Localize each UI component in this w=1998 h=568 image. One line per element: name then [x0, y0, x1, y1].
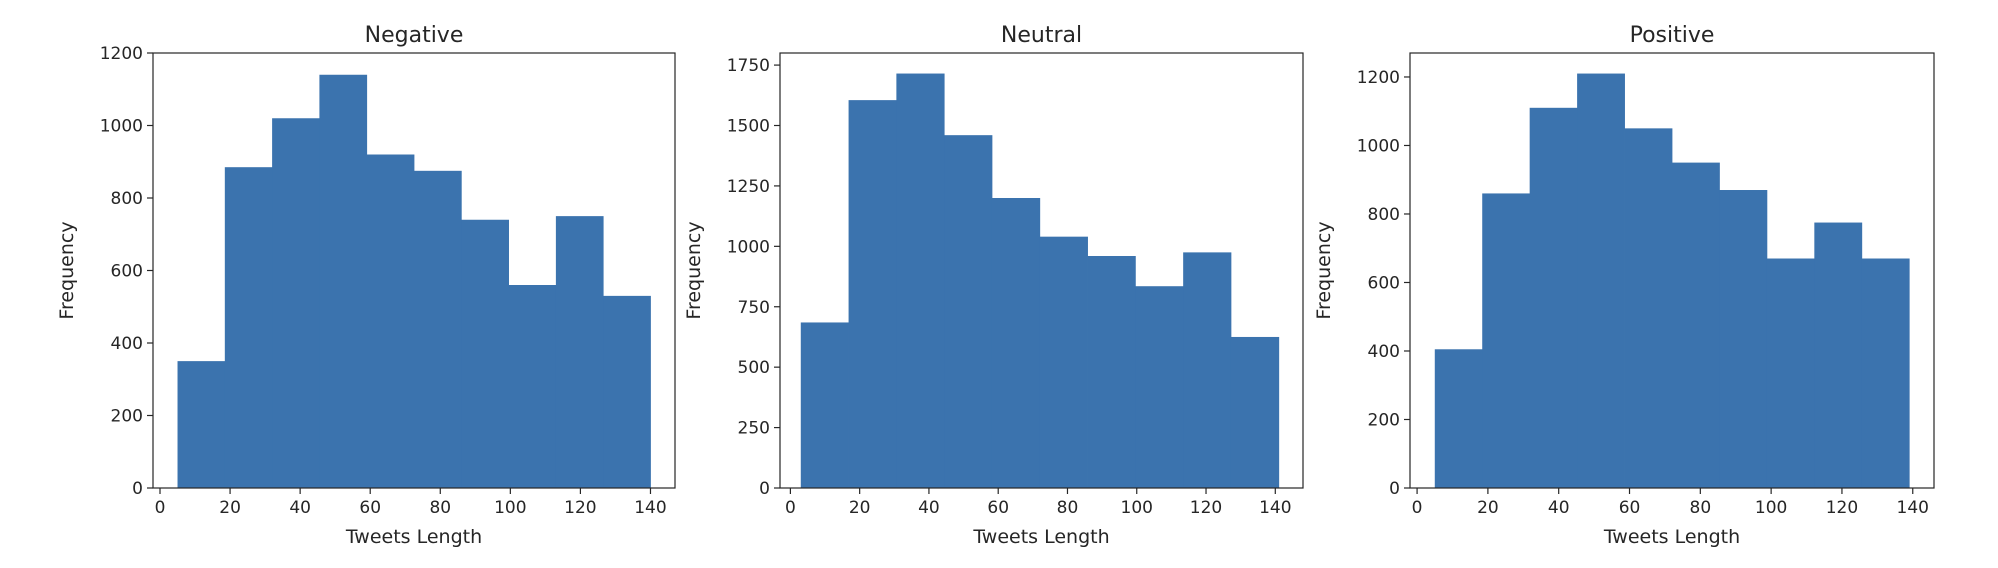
x-tick-label: 0 — [155, 498, 166, 518]
histogram-bar — [1183, 252, 1232, 488]
x-tick-label: 80 — [429, 498, 451, 518]
y-tick-label: 600 — [111, 262, 143, 282]
x-tick-label: 120 — [1826, 498, 1858, 518]
y-tick-label: 1250 — [727, 177, 770, 197]
x-tick-label: 60 — [359, 498, 381, 518]
y-tick-label: 1500 — [727, 117, 770, 137]
y-tick-label: 1000 — [1357, 136, 1400, 156]
histogram-bar — [1719, 190, 1768, 488]
histogram-bar — [1577, 73, 1625, 488]
y-tick-label: 400 — [1368, 342, 1400, 362]
histogram-bar — [800, 322, 849, 488]
histogram-bar — [177, 361, 226, 488]
x-tick-label: 80 — [1690, 498, 1712, 518]
y-tick-label: 1200 — [100, 44, 143, 64]
histogram-bar — [1624, 128, 1673, 489]
chart-title: Neutral — [1001, 23, 1082, 48]
histogram-bar — [1766, 258, 1815, 488]
y-tick-label: 600 — [1368, 273, 1400, 293]
chart-title: Positive — [1630, 23, 1715, 48]
histogram-bar — [848, 100, 897, 488]
histogram-bar — [603, 295, 651, 488]
x-tick-label: 120 — [564, 498, 596, 518]
y-tick-label: 0 — [132, 479, 143, 499]
chart-title: Negative — [365, 23, 464, 48]
x-tick-label: 120 — [1190, 498, 1222, 518]
y-tick-label: 400 — [111, 334, 143, 354]
y-tick-label: 500 — [738, 358, 770, 378]
histogram-bar — [1482, 193, 1531, 488]
histogram-bar — [1087, 256, 1136, 488]
y-tick-label: 0 — [1389, 479, 1400, 499]
histogram-bar — [896, 73, 945, 489]
chart-panel-positive: 0 20 40 60 80 100 120 140 0 200 400 600 800 1000 1200 P… — [1313, 23, 1935, 548]
x-tick-label: 80 — [1057, 498, 1079, 518]
histogram-bar — [319, 74, 368, 488]
histogram-bar — [1529, 107, 1578, 488]
x-tick-label: 0 — [1412, 498, 1423, 518]
y-tick-label: 1000 — [727, 237, 770, 257]
histogram-bar — [1672, 162, 1720, 488]
x-axis-label: Tweets Length — [1603, 526, 1740, 548]
x-tick-label: 100 — [494, 498, 526, 518]
histogram-bar — [461, 219, 509, 488]
histogram-bar — [224, 167, 273, 488]
x-tick-label: 100 — [1121, 498, 1153, 518]
histogram-bar — [555, 216, 604, 488]
histogram-bar — [1814, 222, 1863, 488]
y-axis-label: Frequency — [1313, 221, 1335, 319]
x-tick-label: 60 — [1619, 498, 1641, 518]
histogram-bar — [1039, 236, 1088, 488]
y-axis-label: Frequency — [683, 221, 705, 319]
chart-panel-negative: 0 20 40 60 80 100 120 140 0 200 400 600 800 1000 1200 N… — [56, 23, 676, 548]
x-tick-label: 60 — [987, 498, 1009, 518]
histogram-bar — [1230, 336, 1280, 488]
x-tick-label: 40 — [1548, 498, 1570, 518]
x-tick-label: 0 — [785, 498, 796, 518]
x-tick-label: 140 — [634, 498, 666, 518]
histogram-bar — [272, 118, 320, 488]
x-tick-label: 140 — [1259, 498, 1291, 518]
axes-frame — [1409, 52, 1935, 489]
y-tick-label: 250 — [738, 419, 770, 439]
y-tick-label: 1750 — [727, 56, 770, 76]
histogram-bar — [508, 285, 557, 488]
y-tick-label: 200 — [111, 407, 143, 427]
histogram-bar — [944, 135, 993, 488]
histogram-bar — [991, 198, 1041, 488]
x-tick-label: 140 — [1897, 498, 1929, 518]
x-axis-label: Tweets Length — [345, 526, 482, 548]
histogram-bar — [1861, 258, 1910, 488]
x-tick-label: 20 — [849, 498, 871, 518]
x-tick-label: 100 — [1755, 498, 1787, 518]
x-tick-label: 40 — [918, 498, 940, 518]
x-axis-label: Tweets Length — [972, 526, 1109, 548]
y-tick-label: 800 — [111, 189, 143, 209]
y-tick-label: 750 — [738, 298, 770, 318]
x-tick-label: 20 — [1477, 498, 1499, 518]
y-axis-label: Frequency — [56, 221, 78, 319]
y-tick-label: 1000 — [100, 117, 143, 137]
y-tick-label: 1200 — [1357, 68, 1400, 88]
axes-frame — [779, 52, 1304, 489]
y-tick-label: 0 — [759, 479, 770, 499]
histogram-bar — [366, 154, 415, 488]
x-tick-label: 40 — [289, 498, 311, 518]
y-tick-label: 800 — [1368, 205, 1400, 225]
y-tick-label: 200 — [1368, 410, 1400, 430]
histogram-bar — [414, 170, 462, 488]
histogram-bar — [1135, 286, 1184, 488]
histogram-bar — [1434, 349, 1483, 488]
chart-panel-neutral: 0 20 40 60 80 100 120 140 0 250 500 750 1000 1250 1500… — [683, 23, 1304, 548]
x-tick-label: 20 — [219, 498, 241, 518]
